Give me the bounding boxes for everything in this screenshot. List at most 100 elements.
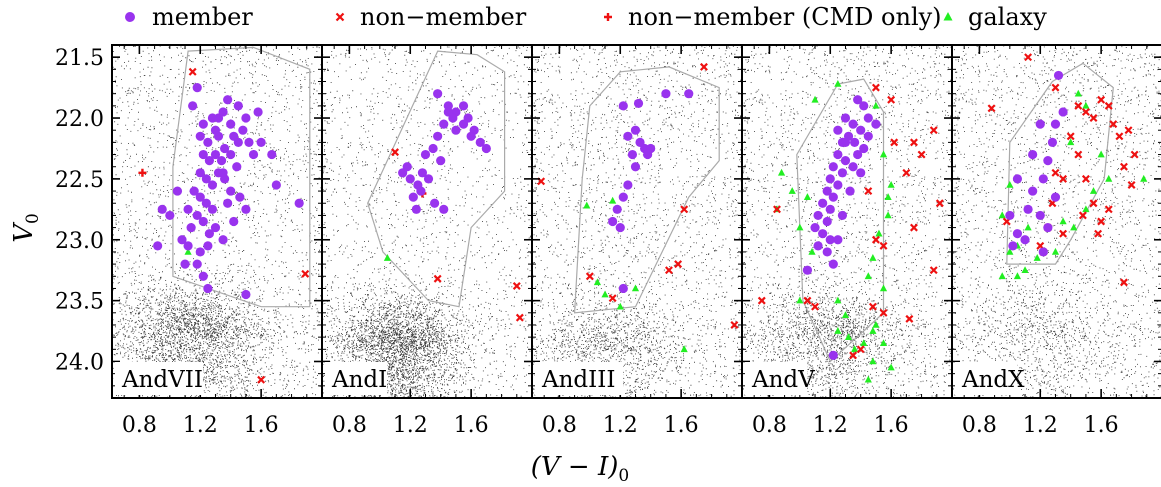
galaxy-point xyxy=(864,272,872,280)
member-point xyxy=(1047,137,1058,147)
member-point xyxy=(218,168,228,178)
member-point xyxy=(210,222,221,233)
member-point xyxy=(618,283,628,294)
x-tick-label: 1.6 xyxy=(1084,413,1119,438)
galaxy-point xyxy=(1105,174,1113,182)
galaxy-point xyxy=(803,193,812,200)
member-point xyxy=(253,107,263,117)
member-point xyxy=(229,216,239,227)
galaxy-point xyxy=(844,333,853,340)
member-point xyxy=(840,137,851,147)
member-point xyxy=(195,247,205,257)
member-point xyxy=(233,101,243,111)
member-point xyxy=(1028,186,1038,196)
member-point xyxy=(825,235,835,245)
non-member-point xyxy=(757,296,766,305)
non-member-point xyxy=(856,345,865,354)
y-tick-label: 21.5 xyxy=(55,46,104,71)
non-member-point xyxy=(674,260,683,269)
galaxy-point xyxy=(583,201,591,209)
selection-box xyxy=(1006,62,1114,265)
member-point xyxy=(833,125,843,135)
galaxy-point xyxy=(1082,101,1090,109)
galaxy-point xyxy=(1006,180,1014,188)
member-point xyxy=(235,192,245,202)
panel-frame xyxy=(951,44,1161,399)
member-point xyxy=(233,137,243,147)
non-member-point xyxy=(803,296,812,305)
legend-marker-plus xyxy=(604,13,612,21)
galaxy-point xyxy=(601,290,609,298)
member-point xyxy=(1053,70,1064,81)
member-point xyxy=(226,149,236,160)
non-member-point xyxy=(773,205,781,214)
non-member-point xyxy=(871,235,880,244)
panel-label-bg xyxy=(325,362,387,395)
galaxy-point xyxy=(1021,266,1029,273)
member-point xyxy=(192,259,202,269)
member-point xyxy=(837,168,848,178)
non-member-point xyxy=(585,272,594,281)
panel-plot-area xyxy=(532,45,742,398)
member-point xyxy=(833,149,843,160)
member-point xyxy=(402,162,412,172)
non-member-point xyxy=(1127,181,1136,189)
member-point xyxy=(216,156,227,166)
member-point xyxy=(436,156,446,166)
member-point xyxy=(201,198,211,208)
member-point xyxy=(207,204,218,214)
member-point xyxy=(248,149,259,160)
galaxy-point xyxy=(1033,254,1041,261)
panel-AndVII: 0.8 1.2 1.6 AndVII xyxy=(111,44,323,438)
galaxy-point xyxy=(1059,217,1067,225)
galaxy-point xyxy=(1070,223,1078,231)
member-point xyxy=(1008,241,1018,251)
member-point xyxy=(661,89,671,99)
x-tick-label: 1.2 xyxy=(183,413,218,438)
member-point xyxy=(871,119,881,129)
member-point xyxy=(856,168,866,178)
x-tick-label: 0.8 xyxy=(962,413,997,438)
member-point xyxy=(183,241,193,251)
member-point xyxy=(241,113,251,123)
member-point xyxy=(439,119,449,129)
galaxy-point xyxy=(1140,174,1148,182)
non-member-point xyxy=(1059,174,1068,183)
galaxy-point xyxy=(851,345,859,353)
non-member-point xyxy=(1074,150,1083,159)
x-tick-label: 1.6 xyxy=(874,413,909,438)
galaxy-point xyxy=(808,247,816,255)
non-member-point xyxy=(433,274,442,283)
member-point xyxy=(204,156,214,166)
legend-label: non−member (CMD only) xyxy=(628,3,942,31)
member-point xyxy=(840,156,851,166)
member-point xyxy=(241,204,251,214)
non-member-cmd-point xyxy=(138,168,147,177)
member-point xyxy=(198,271,208,281)
member-point xyxy=(183,204,193,214)
member-point xyxy=(198,216,208,227)
non-member-point xyxy=(188,67,197,76)
member-point xyxy=(408,192,418,202)
galaxy-point xyxy=(1082,205,1090,213)
member-point xyxy=(1038,247,1048,257)
galaxy-point xyxy=(884,193,892,200)
member-point xyxy=(853,95,863,105)
member-point xyxy=(244,137,254,147)
member-point xyxy=(192,210,202,221)
non-member-point xyxy=(1051,168,1060,177)
member-point xyxy=(207,113,218,123)
non-member-point xyxy=(391,148,400,157)
member-point xyxy=(195,168,205,178)
x-tick-label: 1.2 xyxy=(813,413,848,438)
member-point xyxy=(220,143,230,154)
member-point xyxy=(630,162,641,172)
member-point xyxy=(618,192,628,202)
member-point xyxy=(1050,119,1061,129)
non-member-point xyxy=(909,223,918,232)
member-point xyxy=(848,119,858,129)
non-member-point xyxy=(1097,217,1106,226)
member-point xyxy=(443,107,453,117)
member-point xyxy=(623,131,633,141)
member-point xyxy=(633,98,644,109)
